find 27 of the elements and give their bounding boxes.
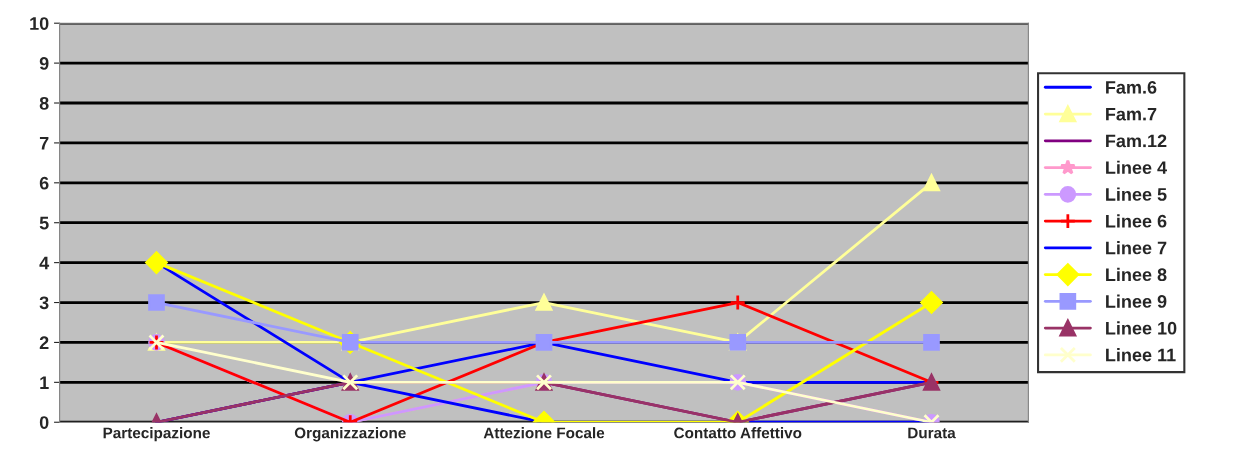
x-tick-label: Organizzazione [294,427,406,442]
legend-label: Linee 6 [1106,214,1167,228]
x-tick-label: Attezione Focale [483,427,605,439]
y-tick-label: 5 [39,216,49,230]
legend-label: Fam.6 [1106,80,1157,94]
y-tick-label: 6 [39,176,49,190]
legend-label: Fam.7 [1106,107,1157,121]
legend-label: Linee 9 [1106,294,1167,308]
y-tick-label: 10 [30,17,49,30]
x-tick-label: Partecipazione [103,427,210,442]
y-tick-label: 3 [39,296,49,310]
legend-label: Fam.12 [1106,134,1167,148]
y-tick-label: 8 [39,96,49,110]
y-tick-label: 2 [39,336,49,349]
legend-label: Linee 11 [1106,348,1176,362]
legend-label: Linee 5 [1106,187,1167,201]
legend-label: Linee 10 [1106,321,1177,335]
legend-label: Linee 4 [1106,160,1167,175]
y-tick-label: 9 [39,57,49,70]
legend-label: Linee 8 [1106,267,1167,282]
x-tick-label: Durata [908,427,956,439]
legend-label: Linee 7 [1106,241,1167,255]
y-tick-label: 7 [39,137,49,150]
y-tick-label: 4 [39,256,50,270]
y-tick-label: 0 [39,416,49,429]
y-tick-label: 1 [40,376,49,389]
x-tick-label: Contatto Affettivo [674,427,802,439]
